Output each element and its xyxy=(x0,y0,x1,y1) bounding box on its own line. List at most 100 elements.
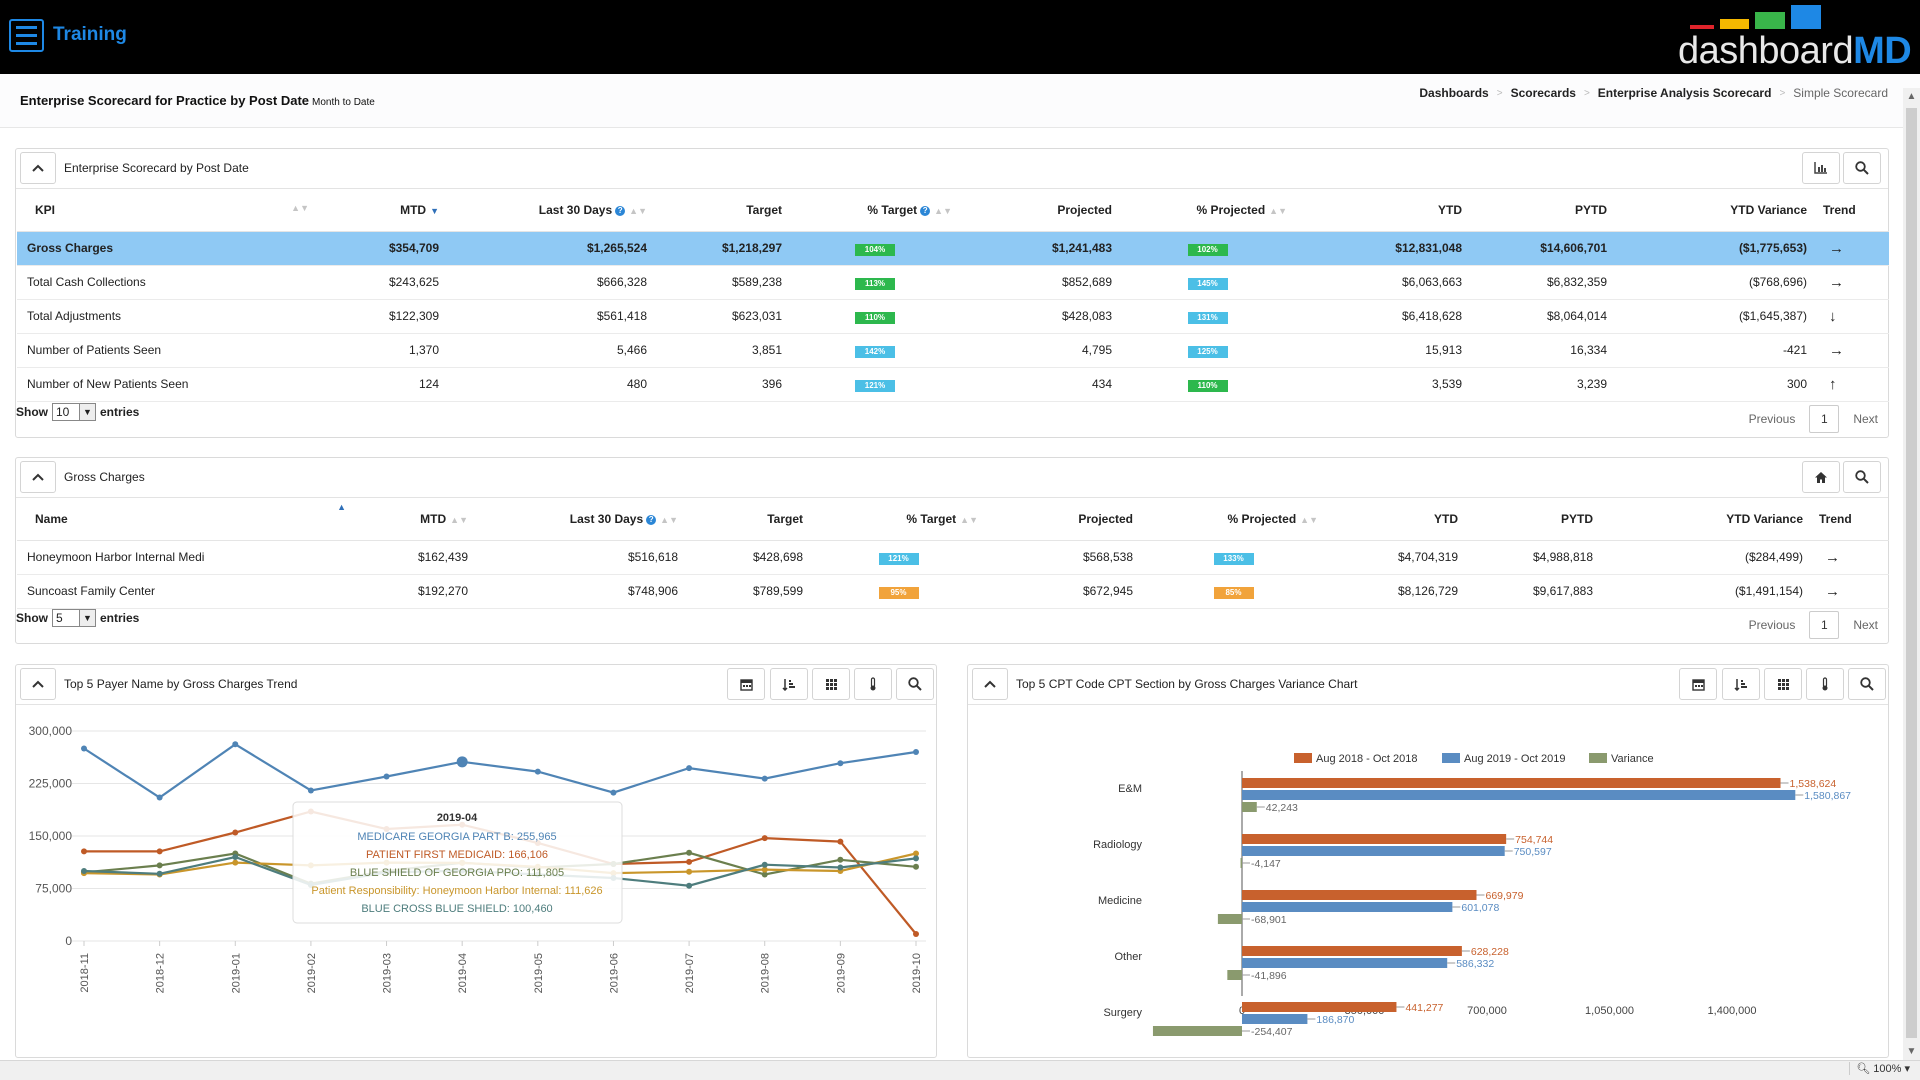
bar[interactable] xyxy=(1242,834,1507,844)
legend-label[interactable]: Variance xyxy=(1611,753,1654,765)
search-button[interactable] xyxy=(1843,152,1881,184)
column-header-pct-target[interactable]: % Target? ▲▼ xyxy=(790,189,960,232)
date-range-button[interactable] xyxy=(1679,668,1717,700)
data-point[interactable] xyxy=(232,829,239,836)
sort-button[interactable] xyxy=(1722,668,1760,700)
scroll-up-icon[interactable]: ▲ xyxy=(1906,91,1917,102)
column-header-ytd-variance[interactable]: YTD Variance xyxy=(1601,498,1811,541)
search-button[interactable] xyxy=(896,668,934,700)
threshold-button[interactable] xyxy=(1806,668,1844,700)
bar[interactable] xyxy=(1152,1026,1242,1036)
page-length-select[interactable]: 10 ▼ xyxy=(52,403,96,421)
bar[interactable] xyxy=(1242,778,1781,788)
collapse-button[interactable] xyxy=(972,668,1008,700)
info-icon[interactable]: ? xyxy=(920,205,931,216)
data-point[interactable] xyxy=(761,871,768,878)
data-point[interactable] xyxy=(383,773,390,780)
data-point[interactable] xyxy=(81,745,87,752)
column-header-projected[interactable]: Projected xyxy=(960,189,1120,232)
next-page-button[interactable]: Next xyxy=(1853,412,1878,426)
data-point[interactable] xyxy=(156,848,163,855)
data-point[interactable] xyxy=(761,866,768,873)
menu-icon[interactable] xyxy=(9,19,44,52)
column-header-pct-projected[interactable]: % Projected ▲▼ xyxy=(1141,498,1326,541)
bar[interactable] xyxy=(1242,958,1448,968)
data-point[interactable] xyxy=(156,862,163,869)
data-point[interactable] xyxy=(156,870,163,877)
table-row[interactable]: Suncoast Family Center $192,270 $748,906 $7… xyxy=(17,574,1889,609)
data-point[interactable] xyxy=(913,855,919,862)
info-icon[interactable]: ? xyxy=(646,514,657,525)
bar[interactable] xyxy=(1242,946,1462,956)
data-point[interactable] xyxy=(686,882,693,889)
column-header-mtd[interactable]: MTD ▲▼ xyxy=(354,498,476,541)
previous-page-button[interactable]: Previous xyxy=(1748,412,1796,426)
column-header-last-30-days[interactable]: Last 30 Days? ▲▼ xyxy=(476,498,686,541)
data-point[interactable] xyxy=(913,863,919,870)
column-header-name[interactable]: Name ▲ xyxy=(17,498,354,541)
bar[interactable] xyxy=(1242,790,1796,800)
data-point[interactable] xyxy=(81,848,87,855)
table-row[interactable]: Gross Charges $354,709 $1,265,524 $1,218,29… xyxy=(17,231,1889,266)
column-header-target[interactable]: Target xyxy=(655,189,790,232)
data-point[interactable] xyxy=(81,868,87,874)
threshold-button[interactable] xyxy=(854,668,892,700)
table-row[interactable]: Number of Patients Seen 1,370 5,466 3,851 14… xyxy=(17,333,1889,368)
bar[interactable] xyxy=(1217,914,1242,924)
info-icon[interactable]: ? xyxy=(615,205,626,216)
breadcrumb-scorecards[interactable]: Scorecards xyxy=(1510,86,1576,100)
column-header-pytd[interactable]: PYTD xyxy=(1466,498,1601,541)
grid-view-button[interactable] xyxy=(1764,668,1802,700)
bar[interactable] xyxy=(1240,858,1242,868)
next-page-button[interactable]: Next xyxy=(1853,618,1878,632)
bar[interactable] xyxy=(1242,1002,1397,1012)
sort-button[interactable] xyxy=(770,668,808,700)
search-button[interactable] xyxy=(1848,668,1886,700)
data-point[interactable] xyxy=(761,835,768,842)
bar[interactable] xyxy=(1242,890,1477,900)
data-point[interactable] xyxy=(686,868,693,875)
data-point[interactable] xyxy=(534,768,541,775)
table-row[interactable]: Total Cash Collections $243,625 $666,328 $5… xyxy=(17,265,1889,300)
data-point[interactable] xyxy=(686,765,693,772)
data-point[interactable] xyxy=(837,838,844,845)
table-row[interactable]: Total Adjustments $122,309 $561,418 $623,03… xyxy=(17,299,1889,334)
data-point[interactable] xyxy=(686,858,693,865)
scroll-down-icon[interactable]: ▼ xyxy=(1906,1046,1917,1057)
column-header-pytd[interactable]: PYTD xyxy=(1470,189,1615,232)
data-point[interactable] xyxy=(837,856,844,863)
data-point[interactable] xyxy=(837,864,844,871)
legend-label[interactable]: Aug 2018 - Oct 2018 xyxy=(1316,753,1418,765)
data-point[interactable] xyxy=(232,859,239,866)
data-point[interactable] xyxy=(686,849,693,856)
vertical-scrollbar[interactable]: ▲ ▼ xyxy=(1903,88,1920,1060)
data-point[interactable] xyxy=(913,850,919,857)
bar[interactable] xyxy=(1242,802,1257,812)
data-point[interactable] xyxy=(837,760,844,767)
column-header-pct-projected[interactable]: % Projected ▲▼ xyxy=(1120,189,1295,232)
chart-view-button[interactable] xyxy=(1802,152,1840,184)
page-length-select[interactable]: 5 ▼ xyxy=(52,609,96,627)
data-point[interactable] xyxy=(610,789,617,796)
column-header-ytd[interactable]: YTD xyxy=(1326,498,1466,541)
column-header-last-30-days[interactable]: Last 30 Days? ▲▼ xyxy=(447,189,655,232)
column-header-ytd-variance[interactable]: YTD Variance xyxy=(1615,189,1815,232)
grid-view-button[interactable] xyxy=(812,668,850,700)
data-point[interactable] xyxy=(761,775,768,782)
column-header-mtd[interactable]: MTD ▼ xyxy=(317,189,447,232)
data-point[interactable] xyxy=(232,741,239,748)
column-header-kpi[interactable]: KPI ▲▼ xyxy=(17,189,317,232)
bar[interactable] xyxy=(1227,970,1242,980)
page-1-button[interactable]: 1 xyxy=(1809,405,1840,433)
previous-page-button[interactable]: Previous xyxy=(1748,618,1796,632)
date-range-button[interactable] xyxy=(727,668,765,700)
data-point[interactable] xyxy=(761,861,768,868)
breadcrumb-dashboards[interactable]: Dashboards xyxy=(1419,86,1489,100)
table-row[interactable]: Number of New Patients Seen 124 480 396 121%… xyxy=(17,367,1889,402)
column-header-target[interactable]: Target xyxy=(686,498,811,541)
data-point[interactable] xyxy=(156,794,163,801)
zoom-level[interactable]: 🔍︎ 100% ▾ xyxy=(1849,1062,1910,1075)
breadcrumb-enterprise-analysis[interactable]: Enterprise Analysis Scorecard xyxy=(1597,86,1772,100)
data-point[interactable] xyxy=(232,854,239,860)
column-header-pct-target[interactable]: % Target ▲▼ xyxy=(811,498,986,541)
